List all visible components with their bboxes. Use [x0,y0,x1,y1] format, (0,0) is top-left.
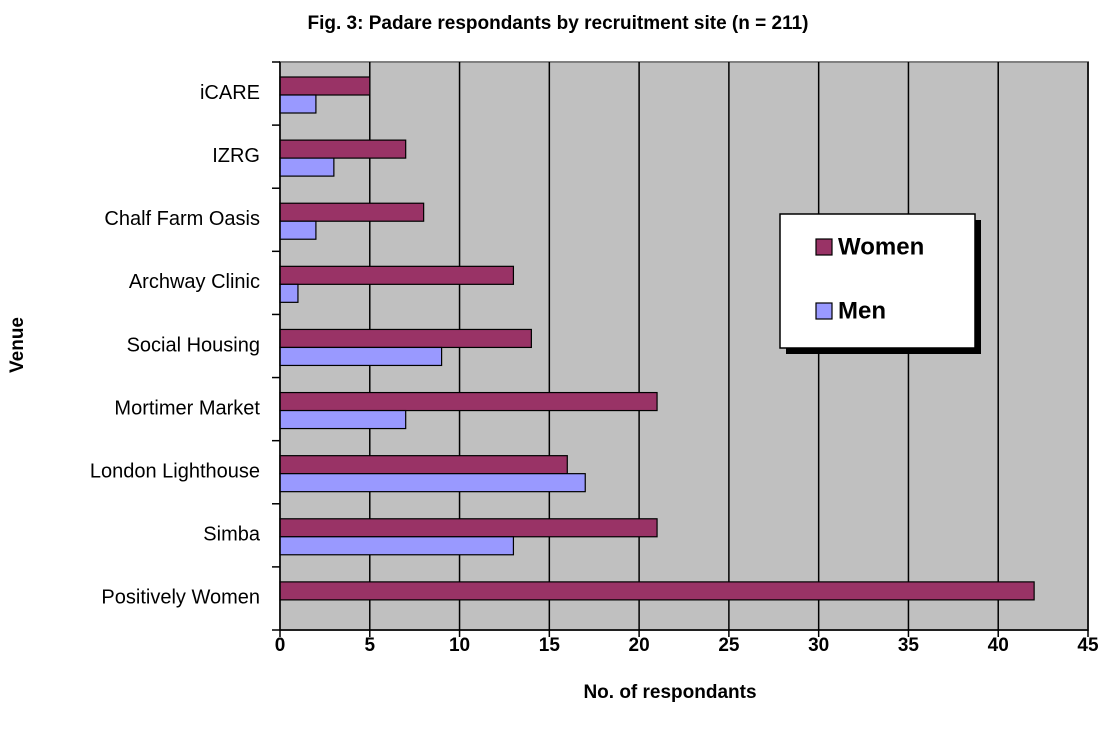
bar [279,536,515,556]
x-tick-label: 15 [539,635,561,656]
x-tick-label: 40 [988,635,1009,656]
x-tick-label: 35 [898,635,920,656]
bar [279,473,586,493]
bar [279,283,299,303]
y-tick-label: Positively Women [101,587,260,609]
bar [279,157,335,177]
bar [279,265,515,285]
legend-swatch [815,238,833,256]
legend-label: Men [838,297,886,324]
chart-title: Fig. 3: Padare respondants by recruitmen… [307,13,808,34]
x-tick-label: 20 [629,635,650,656]
y-tick-label: IZRG [212,145,260,167]
bar [279,518,658,538]
bar [279,328,532,349]
bar [279,346,443,367]
bar [279,139,407,159]
bar [279,391,658,412]
y-tick-label: Chalf Farm Oasis [104,208,260,230]
y-tick-label: London Lighthouse [90,461,260,483]
x-tick-label: 10 [449,635,470,656]
y-tick-label: Simba [203,524,261,546]
bar [279,409,407,430]
x-tick-label: 5 [364,635,375,656]
bar [279,202,425,222]
y-tick-label: Archway Clinic [129,271,260,293]
y-tick-label: Mortimer Market [114,397,260,419]
bar [279,76,371,96]
x-tick-label: 45 [1077,635,1099,656]
x-tick-label: 25 [718,635,740,656]
bar [279,220,317,240]
x-axis-label: No. of respondants [583,682,756,703]
bar [279,94,317,114]
y-tick-label: iCARE [200,82,260,104]
legend [779,213,976,349]
bar [279,455,568,475]
y-axis-label: Venue [7,317,28,373]
x-tick-label: 30 [808,635,829,656]
y-tick-label: Social Housing [127,334,260,356]
bar [279,581,1035,601]
legend-swatch [815,302,833,320]
x-tick-label: 0 [275,635,286,656]
legend-label: Women [838,233,924,260]
